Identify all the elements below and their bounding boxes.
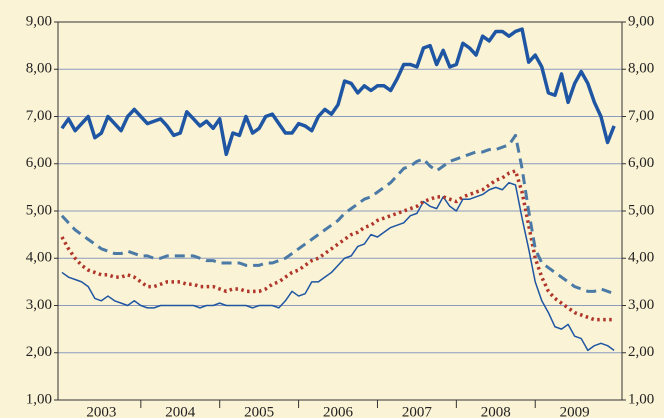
x-tick-label: 2005: [244, 404, 274, 418]
y2-tick-label: 6,00: [628, 155, 654, 171]
y-tick-label: 1,00: [26, 391, 52, 407]
y2-tick-label: 1,00: [628, 391, 654, 407]
y-tick-label: 9,00: [26, 13, 52, 29]
x-tick-label: 2007: [402, 404, 433, 418]
y-tick-label: 5,00: [26, 202, 52, 218]
x-tick-label: 2004: [165, 404, 196, 418]
y-tick-label: 4,00: [26, 250, 52, 266]
y2-tick-label: 2,00: [628, 344, 654, 360]
y-tick-label: 8,00: [26, 61, 52, 77]
series-line: [60, 133, 615, 296]
series-line: [61, 181, 615, 352]
y-tick-label: 3,00: [26, 297, 52, 313]
y2-tick-label: 8,00: [628, 61, 654, 77]
x-tick-label: 2003: [86, 404, 116, 418]
x-tick-label: 2008: [481, 404, 511, 418]
series-line: [60, 27, 616, 157]
y2-tick-label: 9,00: [628, 13, 654, 29]
plot-border: [57, 21, 623, 401]
x-tick-label: 2006: [323, 404, 354, 418]
x-tick-label: 2009: [560, 404, 590, 418]
y2-tick-label: 4,00: [628, 250, 654, 266]
y2-tick-label: 5,00: [628, 202, 654, 218]
y2-tick-label: 3,00: [628, 297, 654, 313]
y-tick-label: 2,00: [26, 344, 52, 360]
y-tick-label: 6,00: [26, 155, 52, 171]
y-tick-label: 7,00: [26, 108, 52, 124]
series-line: [60, 169, 615, 322]
y2-tick-label: 7,00: [628, 108, 654, 124]
